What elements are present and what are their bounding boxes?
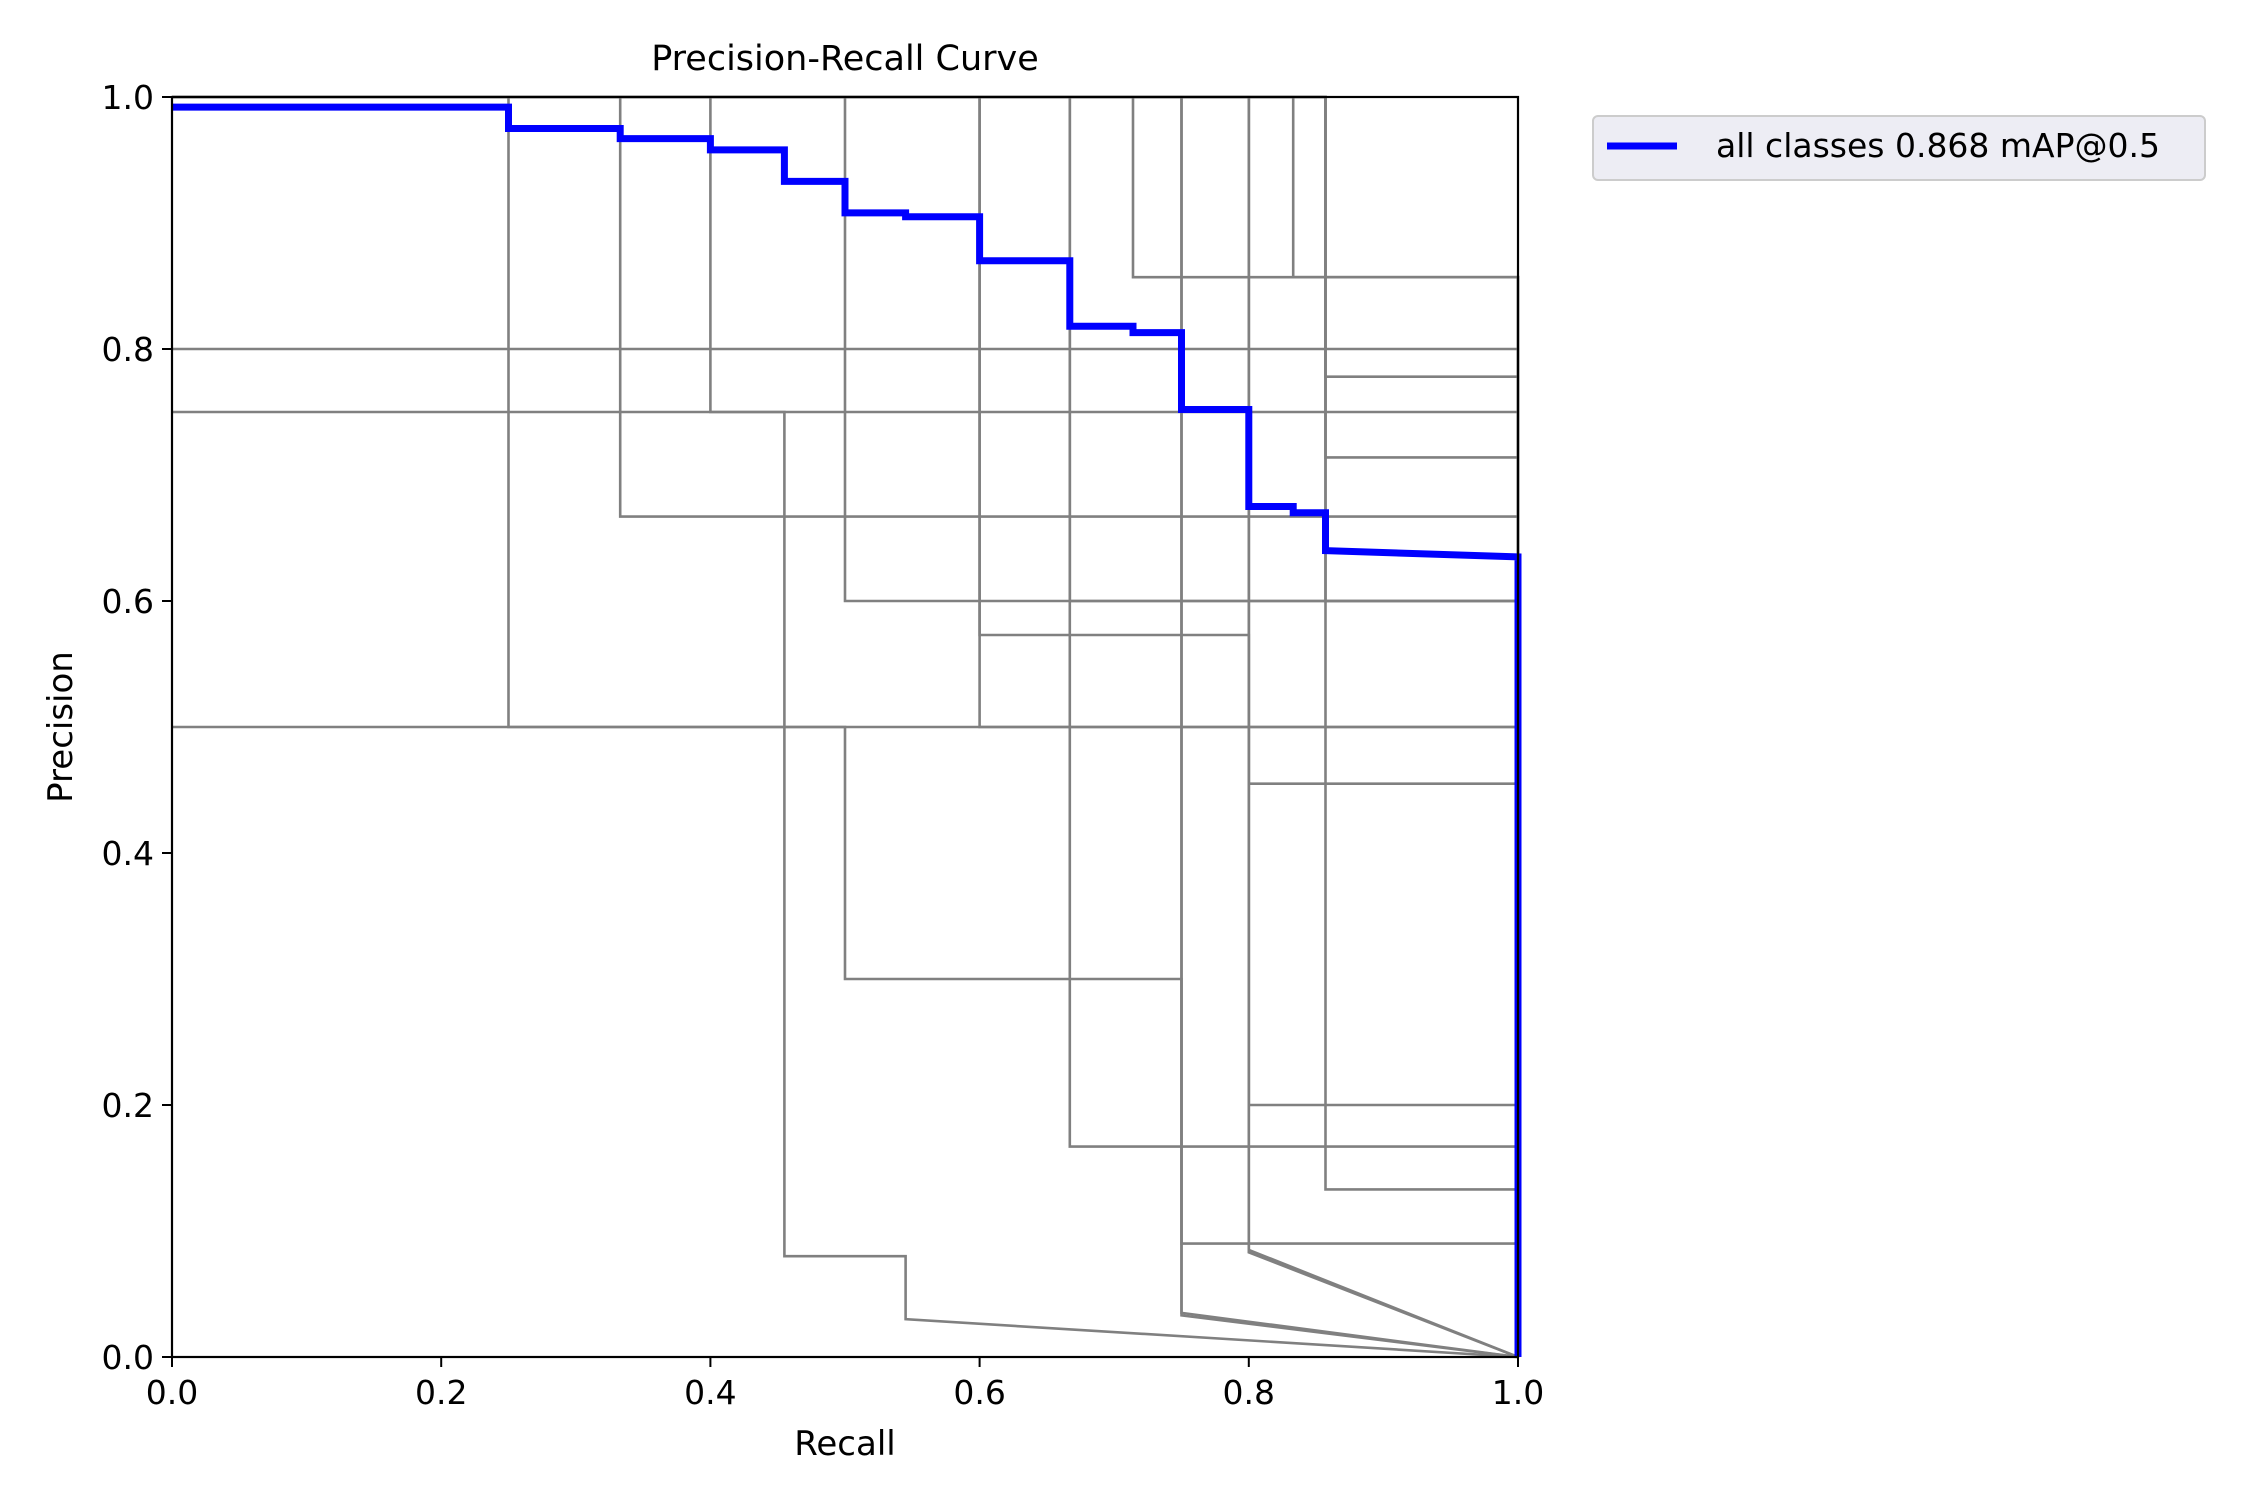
pr-curve-class-4 [172, 410, 1519, 1359]
x-tick-label: 0.6 [953, 1373, 1005, 1412]
x-tick-label: 0.4 [684, 1373, 736, 1412]
y-tick-label: 0.2 [102, 1086, 154, 1125]
y-axis: 0.0 0.2 0.4 0.6 0.8 1.0 [102, 78, 172, 1377]
x-tick-label: 0.0 [146, 1373, 198, 1412]
legend: all classes 0.868 mAP@0.5 [1592, 115, 2206, 181]
x-tick-label: 0.2 [415, 1373, 467, 1412]
chart-title: Precision-Recall Curve [651, 39, 1039, 79]
x-tick-label: 0.8 [1223, 1373, 1275, 1412]
y-tick-label: 0.8 [102, 330, 154, 369]
pr-curve-all-classes [172, 103, 1522, 1357]
y-tick-label: 0.0 [102, 1338, 154, 1377]
x-axis-label: Recall [794, 1424, 895, 1464]
pr-curve-class-6 [172, 725, 1519, 1359]
y-tick-label: 0.6 [102, 582, 154, 621]
legend-box [1592, 115, 2206, 181]
plot-frame [170, 95, 1520, 1359]
x-tick-label: 1.0 [1492, 1373, 1544, 1412]
y-axis-label: Precision [41, 651, 81, 803]
y-tick-label: 0.4 [102, 834, 154, 873]
legend-label: all classes 0.868 mAP@0.5 [1716, 126, 2160, 165]
y-tick-label: 1.0 [102, 78, 154, 117]
x-axis: 0.0 0.2 0.4 0.6 0.8 1.0 [146, 1357, 1544, 1412]
